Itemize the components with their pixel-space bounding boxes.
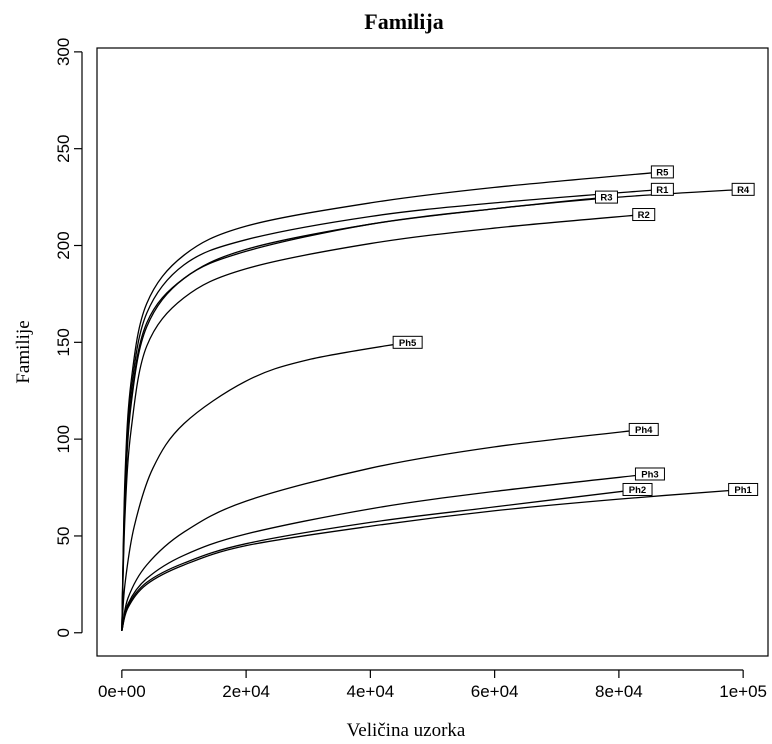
x-tick-label: 0e+00 bbox=[98, 682, 146, 701]
y-tick-label: 150 bbox=[54, 328, 73, 356]
series-line-r1 bbox=[121, 188, 663, 631]
x-tick-label: 1e+05 bbox=[719, 682, 767, 701]
series-curves bbox=[121, 171, 744, 631]
series-label-box-ph4 bbox=[628, 422, 659, 436]
chart-title: Familija bbox=[364, 9, 443, 34]
y-tick-label: 50 bbox=[54, 526, 73, 545]
y-axis-label: Familije bbox=[13, 320, 34, 383]
series-line-ph3 bbox=[121, 473, 651, 631]
series-label-ph3: Ph3 bbox=[641, 469, 658, 480]
series-line-ph5 bbox=[121, 341, 408, 631]
series-label-box-ph3 bbox=[634, 467, 665, 481]
series-label-r2: R2 bbox=[638, 210, 650, 221]
series-line-r2 bbox=[121, 213, 644, 631]
series-label-ph1: Ph1 bbox=[734, 485, 752, 496]
y-tick-label: 200 bbox=[54, 231, 73, 259]
series-label-ph4: Ph4 bbox=[635, 425, 653, 436]
series-label-box-ph5 bbox=[392, 335, 423, 349]
series-label-r4: R4 bbox=[737, 185, 750, 196]
series-label-box-r5 bbox=[650, 165, 674, 179]
series-label-ph5: Ph5 bbox=[399, 338, 417, 349]
x-tick-label: 6e+04 bbox=[471, 682, 519, 701]
x-tick-label: 2e+04 bbox=[222, 682, 270, 701]
series-label-box-ph2 bbox=[622, 482, 653, 496]
plot-frame bbox=[96, 47, 769, 657]
series-label-box-r3 bbox=[594, 190, 618, 204]
series-label-box-r4 bbox=[731, 182, 755, 196]
y-tick-label: 100 bbox=[54, 425, 73, 453]
series-labels: R5 R1 R3 R4 R2 Ph5 Ph4 Ph3 Ph2 Ph1 bbox=[392, 165, 759, 496]
series-label-r3: R3 bbox=[600, 193, 612, 204]
series-label-box-ph1 bbox=[728, 482, 759, 496]
y-tick-label: 250 bbox=[54, 135, 73, 163]
series-label-box-r1 bbox=[650, 182, 674, 196]
x-tick-label: 4e+04 bbox=[346, 682, 394, 701]
x-axis-label: Veličina uzorka bbox=[347, 720, 466, 741]
series-line-r4 bbox=[121, 188, 744, 631]
series-label-r5: R5 bbox=[656, 167, 669, 178]
series-line-ph4 bbox=[121, 428, 644, 631]
y-tick-label: 300 bbox=[54, 38, 73, 66]
series-line-ph1 bbox=[121, 488, 744, 631]
y-axis: 0 50 100 150 200 250 300 bbox=[54, 38, 83, 637]
series-label-ph2: Ph2 bbox=[629, 485, 646, 496]
series-label-box-r2 bbox=[632, 208, 656, 222]
series-line-ph2 bbox=[121, 488, 638, 631]
x-axis: 0e+00 2e+04 4e+04 6e+04 8e+04 1e+05 bbox=[98, 669, 767, 701]
x-tick-label: 8e+04 bbox=[595, 682, 643, 701]
y-tick-label: 0 bbox=[54, 628, 73, 637]
series-label-r1: R1 bbox=[656, 185, 669, 196]
